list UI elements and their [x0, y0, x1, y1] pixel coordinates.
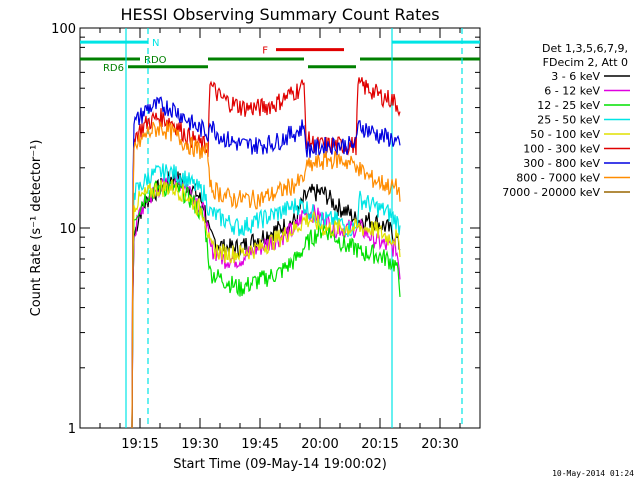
x-tick-label: 19:15	[121, 437, 158, 452]
legend-entry-label: 100 - 300 keV	[523, 143, 600, 156]
y-tick-label: 10	[59, 222, 76, 237]
x-tick-labels: 19:15 19:30 19:45 20:00 20:15 20:30	[121, 437, 458, 452]
series-line-7	[131, 120, 401, 429]
legend-title: Det 1,3,5,6,7,9,	[542, 42, 628, 55]
x-tick-label: 19:30	[181, 437, 218, 452]
series-line-0	[131, 171, 401, 429]
legend-entry-label: 3 - 6 keV	[551, 70, 600, 83]
series-lines	[131, 77, 401, 429]
y-tick-label: 100	[51, 22, 76, 37]
series-line-3	[131, 163, 401, 429]
axis-ticks	[80, 27, 480, 429]
x-tick-label: 20:15	[361, 437, 398, 452]
flag-label: RD6	[103, 63, 124, 74]
y-tick-labels: 1 10 100	[51, 22, 76, 437]
y-axis-label: Count Rate (s⁻¹ detector⁻¹)	[29, 140, 44, 317]
legend-entry-label: 12 - 25 keV	[537, 99, 600, 112]
legend-title: FDecim 2, Att 0	[543, 56, 628, 69]
x-tick-label: 20:00	[301, 437, 338, 452]
legend-entry-label: 25 - 50 keV	[537, 114, 600, 127]
legend-entry-label: 800 - 7000 keV	[516, 172, 600, 185]
flag-label: N	[152, 38, 159, 49]
legend: Det 1,3,5,6,7,9,FDecim 2, Att 03 - 6 keV…	[502, 42, 630, 199]
timestamp: 10-May-2014 01:24	[552, 469, 634, 478]
chart-title: HESSI Observing Summary Count Rates	[120, 5, 439, 24]
legend-entry-label: 300 - 800 keV	[523, 157, 600, 170]
series-line-4	[131, 179, 401, 429]
y-tick-label: 1	[68, 422, 76, 437]
series-line-5	[131, 77, 401, 429]
flag-label: F	[262, 46, 268, 57]
flag-bars: N F RDO RD6	[80, 38, 480, 74]
x-axis-label: Start Time (09-May-14 19:00:02)	[173, 457, 387, 472]
legend-entry-label: 50 - 100 keV	[530, 128, 600, 141]
x-tick-label: 19:45	[241, 437, 278, 452]
legend-entry-label: 6 - 12 keV	[544, 85, 600, 98]
x-tick-label: 20:30	[421, 437, 458, 452]
flag-label: RDO	[144, 55, 167, 66]
legend-entry-label: 7000 - 20000 keV	[502, 186, 600, 199]
series-line-6	[131, 96, 401, 429]
